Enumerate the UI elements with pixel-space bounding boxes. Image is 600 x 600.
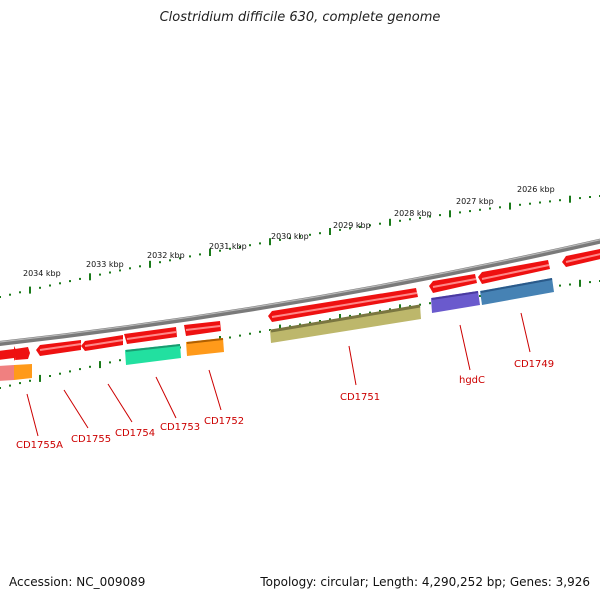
cds-feature — [15, 347, 30, 360]
gene-label-cd1751: CD1751 — [340, 392, 380, 403]
cog-feature — [480, 278, 554, 305]
gene-label-cd1752: CD1752 — [204, 416, 244, 427]
gene-label-group: CD1755A CD1755 CD1754 CD1753 CD1752 CD17… — [16, 359, 554, 451]
cds-feature — [0, 346, 18, 361]
kbp-label-2031: 2031 kbp — [209, 242, 247, 251]
kbp-label-2034: 2034 kbp — [23, 269, 61, 278]
gene-label-cd1754: CD1754 — [115, 428, 155, 439]
accession-text: Accession: NC_009089 — [9, 575, 146, 589]
cog-feature — [14, 364, 32, 380]
map-title: Clostridium difficile 630, complete geno… — [159, 10, 441, 25]
kbp-label-2027: 2027 kbp — [456, 197, 494, 206]
outer-tick-ring — [0, 195, 600, 298]
kbp-label-2026: 2026 kbp — [517, 185, 555, 194]
gene-label-cd1749: CD1749 — [514, 359, 554, 370]
kbp-label-2033: 2033 kbp — [86, 260, 124, 269]
cog-feature — [0, 365, 14, 381]
kbp-label-group: 2034 kbp 2033 kbp 2032 kbp 2031 kbp 2030… — [23, 185, 555, 278]
genome-summary-text: Topology: circular; Length: 4,290,252 bp… — [260, 575, 590, 589]
kbp-label-2032: 2032 kbp — [147, 251, 185, 260]
cog-feature — [431, 291, 480, 313]
gene-label-hgdc: hgdC — [459, 375, 485, 386]
cds-feature-group — [0, 249, 600, 361]
leader-line-group — [26, 312, 531, 437]
genome-backbone — [0, 238, 600, 346]
gene-label-cd1753: CD1753 — [160, 422, 200, 433]
gene-label-cd1755a: CD1755A — [16, 440, 63, 451]
gene-label-cd1755: CD1755 — [71, 434, 111, 445]
kbp-label-2029: 2029 kbp — [333, 221, 371, 230]
kbp-label-2030: 2030 kbp — [271, 232, 309, 241]
cog-feature-group — [0, 278, 554, 381]
cog-feature — [270, 305, 421, 343]
kbp-label-2028: 2028 kbp — [394, 209, 432, 218]
